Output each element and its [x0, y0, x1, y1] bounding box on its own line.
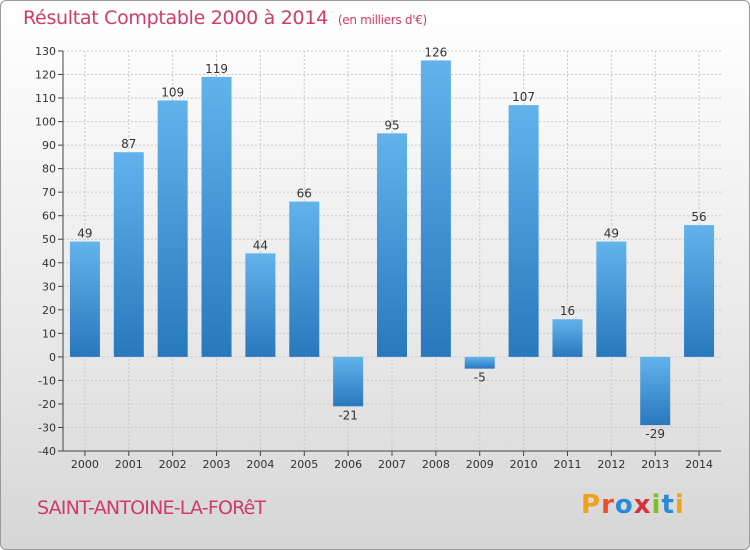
y-tick-label: 30	[42, 280, 56, 293]
x-tick-label: 2007	[378, 458, 406, 471]
y-tick-label: 90	[42, 139, 56, 152]
y-tick-label: 10	[42, 327, 56, 340]
y-tick-label: 130	[35, 45, 56, 58]
data-label: 44	[253, 238, 268, 252]
y-tick-label: -10	[38, 374, 56, 387]
bars	[69, 60, 715, 426]
x-tick-label: 2010	[510, 458, 538, 471]
data-labels: 49 87 109 119 44 66 -21 95 126 -5 107 16 49 -29 56	[77, 45, 706, 441]
data-label: 49	[604, 227, 619, 241]
y-tick-label: 80	[42, 163, 56, 176]
chart-unit: (en milliers d'€)	[337, 13, 427, 27]
data-label: 66	[297, 187, 312, 201]
chart-title-block: Résultat Comptable 2000 à 2014 (en millie…	[23, 7, 427, 29]
data-label: 95	[384, 118, 399, 132]
logo-letter: t	[661, 490, 675, 520]
x-tick-label: 2009	[466, 458, 494, 471]
x-tick-label: 2008	[422, 458, 450, 471]
data-label: 49	[77, 227, 92, 241]
proxiti-logo: Proxiti	[581, 490, 685, 520]
bar-2011	[552, 319, 583, 357]
x-tick-label: 2002	[159, 458, 187, 471]
bar-2003	[201, 76, 232, 357]
y-tick-label: 50	[42, 233, 56, 246]
y-tick-label: 60	[42, 210, 56, 223]
commune-name: SAINT-ANTOINE-LA-FORêT	[37, 497, 266, 519]
data-label: -21	[338, 408, 358, 422]
x-tick-label: 2011	[553, 458, 581, 471]
data-label: 16	[560, 304, 575, 318]
logo-letter: o	[614, 490, 634, 520]
data-label: 56	[691, 210, 706, 224]
y-tick-label: 110	[35, 92, 56, 105]
bar-2009	[464, 356, 495, 369]
y-tick-label: -40	[38, 445, 56, 458]
y-tick-label: 20	[42, 304, 56, 317]
data-label: 126	[424, 45, 447, 59]
bar-2005	[289, 201, 320, 357]
data-label: -29	[645, 427, 665, 441]
x-tick-label: 2004	[246, 458, 274, 471]
y-tick-label: 0	[49, 351, 56, 364]
logo-letter: r	[601, 490, 615, 520]
bar-2006	[333, 356, 364, 407]
x-tick-label: 2001	[115, 458, 143, 471]
data-label: 87	[121, 137, 136, 151]
axes	[58, 50, 721, 456]
bar-2014	[684, 225, 715, 357]
data-label: 107	[512, 90, 535, 104]
y-tick-label: 100	[35, 116, 56, 129]
data-label: 109	[161, 85, 184, 99]
bar-2013	[640, 356, 671, 426]
y-tick-label: 40	[42, 257, 56, 270]
bar-2012	[596, 241, 627, 357]
bar-2008	[420, 60, 451, 357]
y-tick-label: 120	[35, 69, 56, 82]
bar-2002	[157, 100, 188, 357]
x-tick-label: 2006	[334, 458, 362, 471]
bar-2004	[245, 253, 276, 357]
logo-letter: x	[633, 490, 652, 520]
logo-letter: P	[581, 490, 602, 520]
y-tick-labels: 1301201101009080706050403020100-10-20-30…	[35, 45, 56, 458]
data-label: 119	[205, 62, 228, 76]
logo-letter: i	[651, 490, 662, 520]
bar-2010	[508, 105, 539, 357]
x-tick-labels: 2000 2001 2002 2003 2004 2005 2006 2007 2008 2009…	[71, 458, 713, 471]
logo-letter: i	[674, 490, 685, 520]
y-tick-label: -20	[38, 398, 56, 411]
y-tick-label: 70	[42, 186, 56, 199]
y-tick-label: -30	[38, 421, 56, 434]
x-tick-label: 2013	[641, 458, 669, 471]
bar-2000	[69, 241, 100, 357]
x-tick-label: 2000	[71, 458, 99, 471]
x-tick-label: 2012	[597, 458, 625, 471]
x-tick-label: 2003	[203, 458, 231, 471]
x-tick-label: 2014	[685, 458, 713, 471]
data-label: -5	[474, 371, 486, 385]
chart-title: Résultat Comptable 2000 à 2014	[23, 7, 328, 29]
bar-2007	[377, 133, 407, 357]
bar-2001	[113, 152, 144, 357]
x-tick-label: 2005	[290, 458, 318, 471]
